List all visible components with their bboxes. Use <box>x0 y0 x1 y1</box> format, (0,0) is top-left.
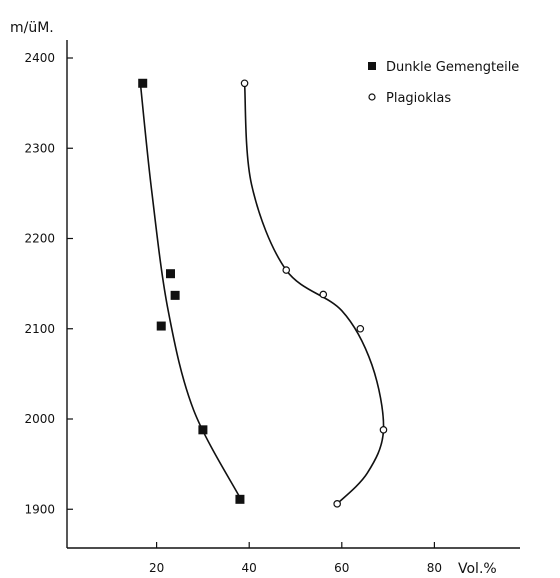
y-tick-label: 1900 <box>24 502 55 516</box>
x-tick-label: 20 <box>149 561 164 575</box>
y-ticks: 1900 2000 2100 2200 2300 2400 <box>24 51 73 516</box>
series-line <box>243 83 385 505</box>
series-line <box>139 83 241 498</box>
legend-marker-dunkle <box>368 62 376 70</box>
y-tick-label: 2300 <box>24 141 55 155</box>
series-1 <box>240 79 388 508</box>
data-point <box>156 321 166 331</box>
y-tick-label: 2000 <box>24 412 55 426</box>
y-tick-label: 2200 <box>24 232 55 246</box>
data-point <box>333 500 341 508</box>
data-point <box>170 290 180 300</box>
data-point <box>282 266 291 274</box>
y-tick-label: 2100 <box>24 322 55 336</box>
x-tick-label: 80 <box>427 561 442 575</box>
y-axis-label: m/üM. <box>10 20 54 36</box>
data-point <box>165 269 175 279</box>
y-tick-label: 2400 <box>24 51 55 65</box>
axes <box>66 40 520 549</box>
legend-marker-plagioklas <box>368 93 376 101</box>
series-layer <box>138 78 388 508</box>
x-tick-label: 60 <box>334 561 349 575</box>
data-point <box>198 425 208 435</box>
data-point <box>240 79 249 88</box>
legend-label-dunkle: Dunkle Gemengteile <box>386 60 519 75</box>
data-point <box>319 290 328 299</box>
series-0 <box>138 78 245 504</box>
x-tick-label: 40 <box>242 561 257 575</box>
data-point <box>138 78 148 88</box>
x-ticks: 20 40 60 80 <box>149 542 442 575</box>
x-axis-label: Vol.% <box>458 561 497 577</box>
data-point <box>356 324 365 333</box>
data-point <box>379 426 388 434</box>
data-point <box>235 494 245 504</box>
legend: Dunkle Gemengteile Plagioklas <box>368 60 519 106</box>
legend-label-plagioklas: Plagioklas <box>386 91 451 106</box>
